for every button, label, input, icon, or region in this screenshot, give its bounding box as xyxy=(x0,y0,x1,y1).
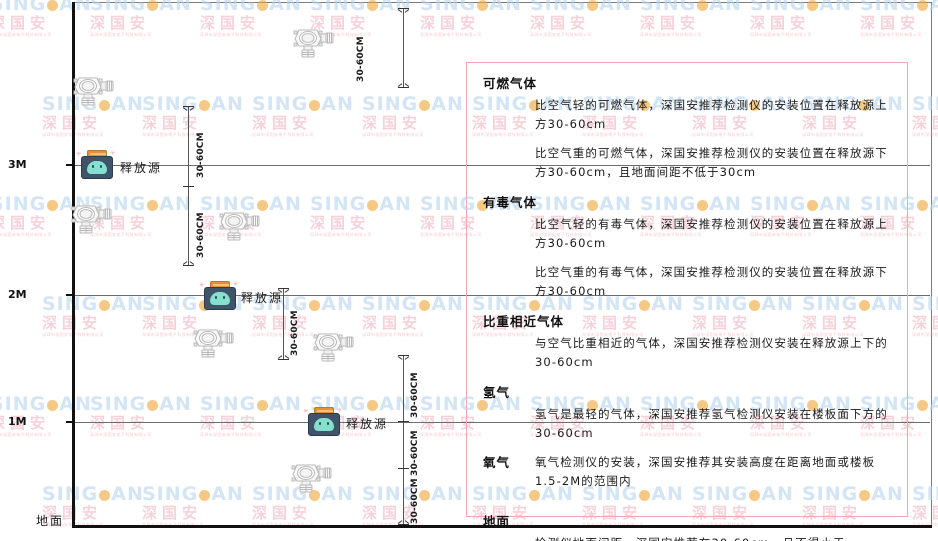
section-text-similar-density: 与空气比重相近的气体，深国安推荐检测仪安装在释放源上下的30-60cm xyxy=(535,336,888,369)
dimension-text-left-3m-upper: 30-60CM xyxy=(196,132,206,178)
level-line-1m xyxy=(75,422,930,423)
dimension-text-right-1m-c: 30-60CM xyxy=(410,478,420,524)
section-text-ground: 检测仪地面间距，深国安推荐在30-60cm，且不得小于30cm，因为过低容易水溅… xyxy=(535,534,891,541)
section-text-oxygen: 氧气检测仪的安装，深国安推荐其安装高度在距离地面或楼板1.5-2M的范围内 xyxy=(535,455,876,488)
gas-detector-icon-7 xyxy=(288,457,334,493)
connector-1m xyxy=(75,422,307,423)
section-heading-oxygen: 氧气 xyxy=(483,455,511,470)
watermark-dot-icon xyxy=(47,200,59,211)
section-heading-similar-density: 比重相近气体 xyxy=(483,314,565,329)
level-tick-3m xyxy=(66,164,75,166)
section-oxygen: 氧气 氧气检测仪的安装，深国安推荐其安装高度在距离地面或楼板1.5-2M的范围内 xyxy=(483,453,891,491)
section-text-hydrogen: 氢气是最轻的气体，深国安推荐氢气检测仪安装在楼板面下方的30-60cm xyxy=(535,407,888,440)
release-source-label-2m: 释放源 xyxy=(241,291,284,305)
level-tick-2m xyxy=(66,294,75,296)
level-line-2m xyxy=(75,295,930,296)
section-heading-ground: 地面 xyxy=(483,514,511,529)
gas-detector-icon-6 xyxy=(310,326,356,362)
ground-axis-line xyxy=(72,525,932,528)
section-heading-hydrogen: 氢气 xyxy=(483,385,511,400)
gas-detector-icon-1 xyxy=(70,70,116,106)
release-source-icon-1m: ✳ ✳ xyxy=(303,407,342,437)
gas-detector-icon-2 xyxy=(290,22,336,58)
gas-detector-icon-3 xyxy=(68,198,114,234)
level-label-2m: 2M xyxy=(8,288,27,301)
release-source-icon-3m: ✳ ✳ xyxy=(76,150,115,180)
level-line-3m xyxy=(75,165,930,166)
gas-detector-icon-4 xyxy=(216,205,262,241)
connector-2m xyxy=(75,295,203,296)
ground-label: 地面 xyxy=(36,514,65,528)
section-text-flammable-light: 比空气轻的可燃气体，深国安推荐检测仪的安装位置在释放源上方30-60cm xyxy=(535,98,888,131)
release-source-icon-2m: ✳ ✳ xyxy=(199,281,238,311)
connector-3m-right xyxy=(120,165,150,166)
section-heading-flammable: 可燃气体 xyxy=(483,76,538,91)
dimension-text-top-center: 30-60CM xyxy=(356,36,366,82)
level-label-1m: 1M xyxy=(8,415,27,428)
section-text-flammable-heavy: 比空气重的可燃气体，深国安推荐检测仪的安装位置在释放源下方30-60cm，且地面… xyxy=(535,146,888,179)
dimension-text-mid-2m: 30-60CM xyxy=(290,310,300,356)
dimension-text-right-1m-a: 30-60CM xyxy=(410,372,420,418)
annotation-panel: 可燃气体 比空气轻的可燃气体，深国安推荐检测仪的安装位置在释放源上方30-60c… xyxy=(466,62,908,541)
release-source-label-1m: 释放源 xyxy=(346,417,389,431)
section-text-toxic-light: 比空气轻的有毒气体，深国安推荐检测仪的安装位置在释放源上方30-60cm xyxy=(535,217,888,250)
dimension-text-right-1m-b: 30-60CM xyxy=(410,430,420,476)
watermark-dot-icon xyxy=(47,0,59,11)
gas-detector-icon-5 xyxy=(190,322,236,358)
vertical-axis xyxy=(72,2,75,527)
section-text-toxic-heavy: 比空气重的有毒气体，深国安推荐检测仪的安装位置在释放源下方30-60cm xyxy=(535,265,888,298)
dimension-text-left-3m-lower: 30-60CM xyxy=(196,212,206,258)
level-label-3m: 3M xyxy=(8,158,27,171)
watermark-dot-icon xyxy=(47,400,59,411)
connector-2m-right xyxy=(240,295,286,296)
release-source-label-3m: 释放源 xyxy=(120,161,163,175)
connector-1m-right xyxy=(348,422,406,423)
section-heading-toxic: 有毒气体 xyxy=(483,195,538,210)
level-tick-1m xyxy=(66,421,75,423)
